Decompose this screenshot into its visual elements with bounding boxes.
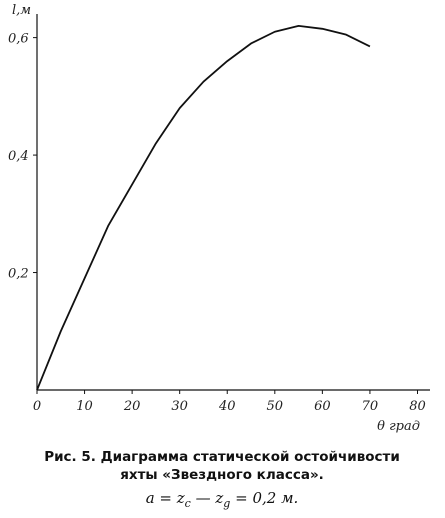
formula-sub: g [223,497,230,510]
formula-part: — z [191,489,224,507]
x-tick-label: 80 [409,399,426,414]
y-tick-label: 0,2 [8,267,29,282]
formula-part: = 0,2 м. [230,489,298,507]
x-tick-label: 50 [267,399,284,414]
x-tick-label: 0 [33,399,41,414]
x-tick-label: 10 [76,399,93,414]
y-axis-label: l,м [12,3,31,18]
y-tick-label: 0,4 [8,149,29,164]
formula: a = zc — zg = 0,2 м. [146,489,299,510]
x-tick-label: 40 [218,399,236,414]
caption-line: Рис. 5. Диаграмма статической остойчивос… [44,449,400,465]
caption-line: яхты «Звездного класса». [120,467,324,483]
x-tick-label: 20 [123,399,141,414]
x-tick-label: 60 [314,399,331,414]
formula-part: a = z [146,489,185,507]
formula-sub: c [185,497,191,510]
x-tick-label: 30 [171,399,188,414]
curve [36,24,371,391]
x-axis-label: θ град [377,419,420,434]
x-tick-label: 70 [362,399,379,414]
y-tick-label: 0,6 [8,32,29,47]
